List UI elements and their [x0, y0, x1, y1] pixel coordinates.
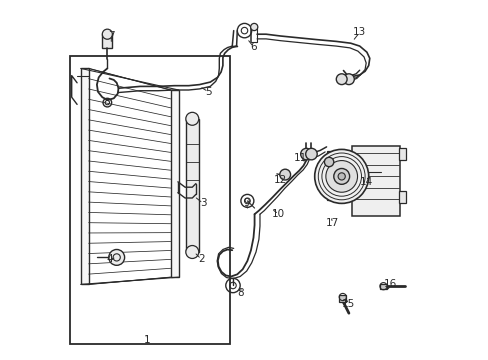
- Text: 17: 17: [325, 218, 339, 228]
- Text: 2: 2: [198, 254, 204, 264]
- Text: 12: 12: [273, 175, 286, 185]
- Text: 15: 15: [342, 299, 355, 309]
- Text: 4: 4: [106, 254, 113, 264]
- Bar: [399, 191, 406, 203]
- Text: 3: 3: [200, 198, 206, 208]
- Text: 7: 7: [108, 31, 114, 41]
- Circle shape: [325, 161, 357, 192]
- Circle shape: [185, 246, 199, 258]
- Bar: [326, 151, 334, 164]
- Circle shape: [102, 29, 112, 39]
- Bar: [326, 187, 334, 200]
- Text: 8: 8: [237, 288, 244, 298]
- Text: 16: 16: [383, 279, 396, 289]
- Text: 6: 6: [250, 42, 256, 52]
- Circle shape: [108, 249, 124, 265]
- Bar: [399, 148, 406, 160]
- Circle shape: [305, 148, 317, 160]
- Circle shape: [337, 173, 345, 180]
- Circle shape: [250, 23, 257, 31]
- Bar: [379, 284, 386, 289]
- Text: 9: 9: [243, 198, 249, 208]
- Circle shape: [324, 157, 333, 167]
- Bar: [70, 56, 230, 344]
- Text: 10: 10: [272, 209, 285, 219]
- Bar: [102, 34, 112, 48]
- Text: 5: 5: [205, 87, 211, 97]
- Circle shape: [343, 74, 354, 85]
- Text: 1: 1: [143, 335, 150, 345]
- Circle shape: [333, 168, 349, 184]
- Circle shape: [279, 169, 290, 180]
- Bar: [351, 146, 400, 216]
- Bar: [339, 295, 346, 302]
- Text: 13: 13: [352, 27, 366, 37]
- Text: 11: 11: [293, 153, 306, 163]
- Text: 14: 14: [360, 177, 373, 187]
- Circle shape: [314, 149, 368, 203]
- Circle shape: [300, 148, 311, 160]
- Circle shape: [185, 112, 199, 125]
- Bar: [185, 119, 199, 252]
- Bar: [81, 68, 88, 284]
- Circle shape: [336, 74, 346, 85]
- Bar: [170, 90, 178, 277]
